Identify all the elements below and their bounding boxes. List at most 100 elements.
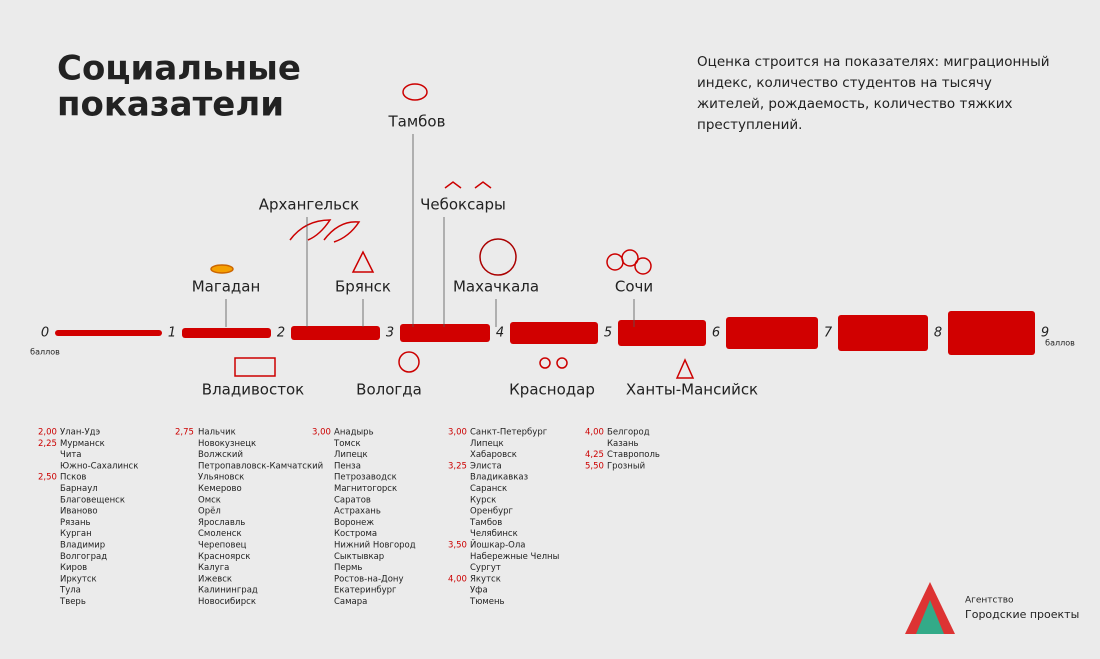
city: Тюмень <box>469 597 505 607</box>
scale-segment <box>55 330 162 336</box>
tick-label: 3 <box>386 326 394 341</box>
city: Иваново <box>60 507 98 517</box>
unit-label: баллов <box>1045 339 1075 348</box>
city: Пенза <box>334 461 361 471</box>
tick-label: 8 <box>934 326 942 341</box>
city: Липецк <box>334 450 368 460</box>
score: 2,00 <box>38 428 57 438</box>
city: Ярославль <box>198 518 245 528</box>
city: Ставрополь <box>607 450 660 460</box>
city: Набережные Челны <box>470 552 559 562</box>
city: Владикавказ <box>470 473 529 483</box>
unit-label: баллов <box>30 348 60 357</box>
score: 3,00 <box>448 428 467 438</box>
city: Кемерово <box>198 484 242 494</box>
city: Омск <box>198 495 221 505</box>
city: Курск <box>470 495 496 505</box>
scale: 0 1 2 3 4 5 6 7 8 9балловбалловМагаданАрхангельск… <box>30 113 1075 399</box>
city: Мурманск <box>60 439 105 449</box>
score: 5,50 <box>585 461 604 471</box>
scale-segment <box>400 324 490 342</box>
city: Тула <box>59 586 81 596</box>
city-highlight: Махачкала <box>453 278 539 296</box>
scale-segment <box>182 328 271 338</box>
score: 3,00 <box>312 428 331 438</box>
city: Саратов <box>334 495 371 505</box>
city: Псков <box>60 473 86 483</box>
city: Белгород <box>607 428 650 438</box>
city: Иркутск <box>60 574 97 584</box>
city: Кострома <box>334 529 377 539</box>
city: Сургут <box>470 563 501 573</box>
city: Волжский <box>198 450 243 460</box>
city: Калуга <box>198 563 229 573</box>
city-highlight: Ханты-Мансийск <box>626 381 758 399</box>
city: Чита <box>60 450 82 460</box>
city: Липецк <box>470 439 504 449</box>
city: Смоленск <box>198 529 242 539</box>
city: Анадырь <box>334 428 374 438</box>
city: Владимир <box>60 541 105 551</box>
city-highlight: Чебоксары <box>420 196 506 214</box>
tick-label: 0 <box>41 326 49 341</box>
scale-segment <box>726 317 818 349</box>
tick-label: 2 <box>277 326 285 341</box>
tick-label: 1 <box>168 326 176 341</box>
city: Волгоград <box>60 552 107 562</box>
icons <box>210 83 695 379</box>
title-line: показатели <box>57 85 284 125</box>
city: Пермь <box>334 563 362 573</box>
city: Хабаровск <box>470 450 517 460</box>
city: Курган <box>60 529 92 539</box>
city: Ростов-на-Дону <box>334 574 404 584</box>
city: Улан-Удэ <box>60 428 101 438</box>
city-highlight: Вологда <box>356 381 422 399</box>
score: 4,00 <box>585 428 604 438</box>
city-highlight: Архангельск <box>259 196 360 214</box>
city-highlight: Краснодар <box>509 381 595 399</box>
city: Петрозаводск <box>334 473 397 483</box>
city: Томск <box>333 439 361 449</box>
logo-icon <box>905 582 955 634</box>
city: Ижевск <box>198 574 232 584</box>
scale-segment <box>618 320 706 346</box>
city: Петропавловск-Камчатский <box>198 461 323 471</box>
score: 2,25 <box>38 439 57 449</box>
logo-text: Агентство <box>965 596 1014 606</box>
score: 4,00 <box>448 574 467 584</box>
city: Екатеринбург <box>334 586 397 596</box>
logo-text: Городские проекты <box>965 608 1079 621</box>
city: Благовещенск <box>60 495 125 505</box>
score: 4,25 <box>585 450 604 460</box>
city: Якутск <box>470 574 501 584</box>
city: Киров <box>60 563 87 573</box>
scale-segment <box>838 315 928 351</box>
tick-label: 5 <box>604 326 612 341</box>
city: Уфа <box>470 586 488 596</box>
scale-segment <box>291 326 380 340</box>
city: Воронеж <box>334 518 374 528</box>
city: Санкт-Петербург <box>470 428 548 438</box>
city-highlight: Владивосток <box>202 381 304 399</box>
description: Оценка строится на показателях: миграцио… <box>697 54 1050 133</box>
city: Грозный <box>607 461 645 471</box>
score: 3,50 <box>448 541 467 551</box>
tick-label: 9 <box>1041 326 1049 341</box>
tick-label: 4 <box>496 326 504 341</box>
score: 3,25 <box>448 461 467 471</box>
city: Красноярск <box>198 552 250 562</box>
city: Челябинск <box>470 529 518 539</box>
city: Нижний Новгород <box>334 541 416 551</box>
score: 2,75 <box>175 428 194 438</box>
city: Элиста <box>470 461 502 471</box>
scale-segment <box>948 311 1035 355</box>
city: Калининград <box>198 586 258 596</box>
tick-label: 7 <box>824 326 833 341</box>
city: Рязань <box>60 518 91 528</box>
city-highlight: Тамбов <box>388 113 446 131</box>
score: 2,50 <box>38 473 57 483</box>
city-highlight: Брянск <box>335 278 391 296</box>
city: Оренбург <box>470 507 514 517</box>
